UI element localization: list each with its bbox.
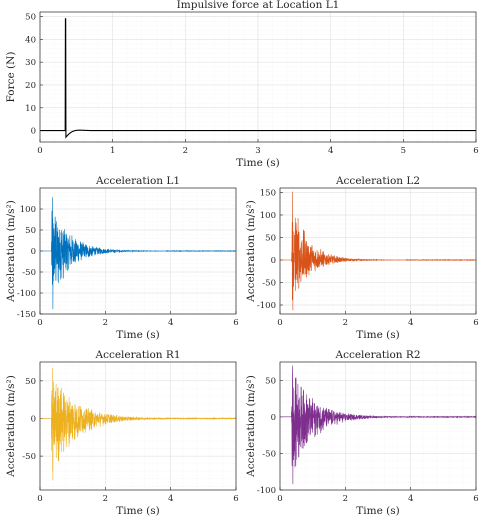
- y-tick-label: -100: [257, 301, 276, 311]
- plot-frame: [39, 11, 477, 143]
- x-tick-label: 4: [408, 318, 413, 328]
- x-tick-label: 6: [233, 494, 238, 504]
- x-tick-label: 0: [277, 318, 282, 328]
- y-tick-label: 50: [25, 13, 36, 23]
- plot-title: Acceleration L2: [335, 175, 420, 187]
- y-tick-label: 50: [25, 377, 36, 387]
- y-tick-label: 50: [265, 234, 276, 244]
- y-axis-label: Acceleration (m/s²): [5, 200, 17, 303]
- y-tick-label: -50: [262, 449, 276, 459]
- y-tick-label: 50: [265, 376, 276, 386]
- x-tick-label: 2: [103, 318, 108, 328]
- x-tick-label: 3: [255, 146, 260, 156]
- x-tick-label: 2: [343, 494, 348, 504]
- y-axis-label: Acceleration (m/s²): [245, 200, 257, 303]
- x-tick-label: 0: [37, 146, 42, 156]
- chart-4: 0 2 4 6 -50 0 50 Acceleration R1 Time (s) Acceler…: [5, 349, 239, 517]
- chart-3: 0 2 4 6 -100 -50 0 50 100 150 Acceleration L2 Time …: [245, 175, 479, 341]
- y-tick-label: -150: [17, 310, 36, 320]
- y-tick-label: 0: [31, 127, 36, 137]
- y-axis-label: Acceleration (m/s²): [5, 375, 17, 478]
- x-tick-label: 4: [408, 494, 413, 504]
- y-tick-label: -50: [22, 268, 36, 278]
- x-tick-label: 4: [168, 494, 173, 504]
- x-tick-label: 4: [328, 146, 333, 156]
- x-tick-label: 0: [37, 318, 42, 328]
- y-axis-label: Force (N): [5, 52, 17, 103]
- chart-2: 0 2 4 6 -150 -100 -50 0 50 100 Acceleration L1 Time…: [5, 175, 239, 341]
- x-tick-label: 1: [110, 146, 115, 156]
- series-line: [40, 197, 237, 309]
- series-line: [280, 191, 477, 311]
- y-tick-label: 150: [260, 189, 276, 199]
- plot-title: Acceleration R1: [95, 349, 181, 361]
- chart-1: 0 1 2 3 4 5 6 0 10 20 30 40 50 Impulsive force at Loc…: [5, 0, 479, 169]
- plot-frame: [39, 187, 237, 315]
- y-tick-label: 0: [271, 256, 276, 266]
- x-tick-label: 2: [343, 318, 348, 328]
- series-line: [40, 18, 476, 139]
- x-tick-label: 5: [401, 146, 406, 156]
- plot-title: Impulsive force at Location L1: [177, 0, 340, 11]
- y-tick-label: 0: [31, 247, 36, 257]
- y-tick-label: 0: [31, 414, 36, 424]
- y-tick-label: -50: [22, 452, 36, 462]
- y-tick-label: -100: [17, 289, 36, 299]
- y-tick-label: 100: [260, 211, 276, 221]
- plot-title: Acceleration L1: [95, 175, 180, 187]
- y-tick-label: 10: [25, 104, 36, 114]
- x-tick-label: 6: [473, 318, 478, 328]
- series-line: [280, 365, 477, 485]
- x-axis-label: Time (s): [116, 505, 159, 517]
- y-tick-label: 50: [25, 226, 36, 236]
- x-tick-label: 2: [103, 494, 108, 504]
- x-tick-label: 0: [277, 494, 282, 504]
- x-tick-label: 6: [473, 494, 478, 504]
- x-axis-label: Time (s): [236, 157, 279, 169]
- x-tick-label: 0: [37, 494, 42, 504]
- x-axis-label: Time (s): [356, 505, 399, 517]
- y-tick-label: 100: [20, 205, 36, 215]
- chart-5: 0 2 4 6 -100 -50 0 50 Acceleration R2 Time (s) Acc…: [245, 349, 479, 517]
- x-axis-label: Time (s): [116, 329, 159, 341]
- y-tick-label: 0: [271, 413, 276, 423]
- plot-frame: [279, 361, 477, 491]
- y-tick-label: -100: [257, 486, 276, 496]
- plot-frame: [279, 187, 477, 315]
- plot-title: Acceleration R2: [335, 349, 421, 361]
- y-tick-label: -50: [262, 279, 276, 289]
- y-axis-label: Acceleration (m/s²): [245, 375, 257, 478]
- x-tick-label: 4: [168, 318, 173, 328]
- x-tick-label: 6: [233, 318, 238, 328]
- plot-frame: [39, 361, 237, 491]
- y-tick-label: 20: [25, 81, 36, 91]
- series-line: [40, 368, 237, 481]
- x-axis-label: Time (s): [356, 329, 399, 341]
- x-tick-label: 2: [183, 146, 188, 156]
- y-tick-label: 30: [25, 58, 36, 68]
- x-tick-label: 6: [473, 146, 478, 156]
- y-tick-label: 40: [25, 35, 36, 45]
